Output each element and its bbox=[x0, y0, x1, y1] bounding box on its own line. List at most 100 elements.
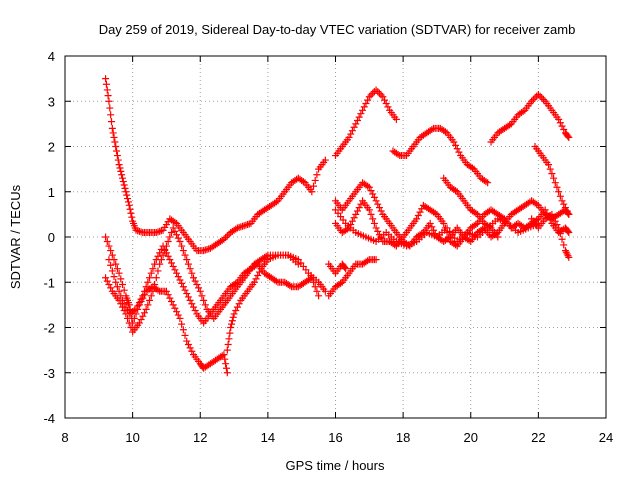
data-point bbox=[176, 276, 184, 284]
data-point bbox=[342, 265, 350, 273]
data-point bbox=[465, 236, 473, 244]
data-point bbox=[103, 238, 111, 246]
data-point bbox=[119, 178, 127, 186]
data-point bbox=[174, 273, 182, 281]
data-point bbox=[374, 88, 382, 96]
data-point bbox=[178, 320, 186, 328]
y-tick-label: -2 bbox=[43, 321, 55, 336]
data-point bbox=[117, 167, 125, 175]
data-point bbox=[102, 274, 110, 282]
data-point bbox=[128, 213, 136, 221]
data-point bbox=[186, 296, 194, 304]
data-point bbox=[337, 279, 345, 287]
data-point bbox=[189, 274, 197, 282]
data-point bbox=[541, 206, 549, 214]
data-point bbox=[228, 320, 236, 328]
y-tick-label: 3 bbox=[48, 94, 55, 109]
data-point bbox=[191, 277, 199, 285]
data-point bbox=[178, 279, 186, 287]
data-point bbox=[146, 274, 154, 282]
data-point bbox=[294, 260, 302, 268]
data-point bbox=[352, 210, 360, 218]
data-point bbox=[560, 126, 568, 134]
data-point bbox=[118, 171, 126, 179]
data-point bbox=[156, 249, 164, 257]
data-point bbox=[308, 188, 316, 196]
x-tick-label: 24 bbox=[599, 430, 613, 445]
data-point bbox=[164, 238, 172, 246]
data-point bbox=[381, 96, 389, 104]
data-point bbox=[539, 96, 547, 104]
data-point bbox=[107, 111, 115, 119]
data-point bbox=[452, 141, 460, 149]
data-point bbox=[565, 210, 573, 218]
data-point bbox=[221, 355, 229, 363]
series-trace-14 bbox=[440, 174, 502, 241]
data-point bbox=[130, 314, 138, 322]
series-trace-16 bbox=[528, 210, 573, 261]
data-point bbox=[166, 233, 174, 241]
series-trace-3 bbox=[223, 251, 329, 354]
data-point bbox=[171, 304, 179, 312]
data-point bbox=[222, 234, 230, 242]
data-point bbox=[369, 190, 377, 198]
data-point bbox=[113, 265, 121, 273]
data-point bbox=[455, 148, 463, 156]
data-point bbox=[120, 300, 128, 308]
data-point bbox=[176, 238, 184, 246]
data-point bbox=[453, 145, 461, 153]
data-point bbox=[315, 292, 323, 300]
data-point bbox=[124, 314, 132, 322]
data-point bbox=[353, 116, 361, 124]
data-point bbox=[262, 252, 270, 260]
data-point bbox=[228, 317, 236, 325]
data-point bbox=[220, 351, 228, 359]
y-tick-label: -4 bbox=[43, 411, 55, 426]
data-point bbox=[188, 347, 196, 355]
data-point bbox=[375, 204, 383, 212]
data-point bbox=[379, 93, 387, 101]
data-point bbox=[135, 299, 143, 307]
series-trace-10 bbox=[487, 90, 573, 146]
data-point bbox=[134, 302, 142, 310]
data-point bbox=[308, 274, 316, 282]
data-point bbox=[108, 251, 116, 259]
data-point bbox=[184, 293, 192, 301]
data-point bbox=[551, 217, 559, 225]
data-point bbox=[506, 121, 514, 129]
data-point bbox=[431, 209, 439, 217]
y-tick-label: 1 bbox=[48, 185, 55, 200]
data-point bbox=[115, 269, 123, 277]
data-point bbox=[105, 97, 113, 105]
data-point bbox=[355, 113, 363, 121]
data-point bbox=[226, 329, 234, 337]
chart-title: Day 259 of 2019, Sidereal Day-to-day VTE… bbox=[99, 22, 576, 37]
data-point bbox=[162, 249, 170, 257]
data-point bbox=[125, 201, 133, 209]
data-point bbox=[556, 119, 564, 127]
data-point bbox=[113, 147, 121, 155]
data-point bbox=[565, 133, 573, 141]
data-point bbox=[254, 271, 262, 279]
y-tick-label: 2 bbox=[48, 140, 55, 155]
data-point bbox=[168, 297, 176, 305]
data-point bbox=[168, 228, 176, 236]
data-point bbox=[426, 219, 434, 227]
data-point bbox=[485, 223, 493, 231]
data-point bbox=[117, 292, 125, 300]
series-trace-1 bbox=[102, 75, 329, 255]
data-point bbox=[548, 170, 556, 178]
data-point bbox=[321, 287, 329, 295]
data-point bbox=[343, 225, 351, 233]
data-point bbox=[103, 277, 111, 285]
data-point bbox=[169, 301, 177, 309]
series-trace-7 bbox=[325, 260, 350, 277]
data-point bbox=[108, 267, 116, 275]
data-point bbox=[374, 200, 382, 208]
data-point bbox=[564, 227, 572, 235]
data-point bbox=[222, 364, 230, 372]
data-point bbox=[227, 324, 235, 331]
data-point bbox=[362, 100, 370, 108]
data-point bbox=[120, 181, 128, 189]
